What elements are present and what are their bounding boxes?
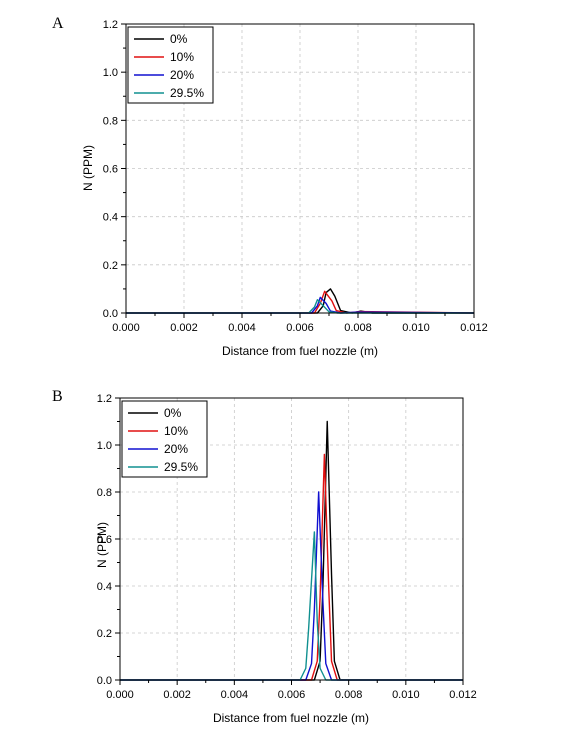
x-tick-label: 0.010 xyxy=(392,689,420,701)
y-tick-label: 0.2 xyxy=(97,628,112,640)
panel-b: B 0.000 0.002 0.004 0.006 0.008 0.010 0.0120.0… xyxy=(52,388,477,725)
legend-entry: 10% xyxy=(164,424,188,438)
x-axis-label-a: Distance from fuel nozzle (m) xyxy=(222,344,378,358)
legend-entry: 20% xyxy=(170,68,194,82)
y-tick-label: 0.0 xyxy=(103,308,118,320)
y-tick-label: 0.4 xyxy=(97,581,112,593)
y-axis-label-a: N (PPM) xyxy=(81,145,95,191)
ticks-b xyxy=(115,397,464,685)
series-group-b xyxy=(120,420,463,681)
x-tick-label: 0.006 xyxy=(278,689,306,701)
panel-letter-a: A xyxy=(52,15,64,32)
series-line-3 xyxy=(126,296,475,314)
y-tick-label: 0.0 xyxy=(97,675,112,687)
y-tick-label: 0.6 xyxy=(97,534,112,546)
x-tick-label: 0.010 xyxy=(402,322,430,334)
y-tick-label: 0.8 xyxy=(97,487,112,499)
legend-entry: 29.5% xyxy=(170,86,204,100)
x-tick-label: 0.006 xyxy=(286,322,314,334)
tick-labels-a: 0.000 0.002 0.004 0.006 0.008 0.010 0.012 0.0 0.… xyxy=(103,19,488,334)
series-line-2 xyxy=(120,453,463,681)
legend-entry: 10% xyxy=(170,50,194,64)
legend-entry: 0% xyxy=(170,32,188,46)
panel-a: A 0.000 0.002 0.004 0.006 0.008 0.010 0.0120.0… xyxy=(52,15,488,358)
panel-letter-b: B xyxy=(52,388,63,405)
y-tick-label: 1.0 xyxy=(97,440,112,452)
x-tick-label: 0.008 xyxy=(335,689,363,701)
y-tick-label: 1.0 xyxy=(103,67,118,79)
y-tick-label: 0.8 xyxy=(103,115,118,127)
y-tick-label: 1.2 xyxy=(97,393,112,405)
ticks-a xyxy=(121,23,475,318)
legend-entry: 29.5% xyxy=(164,460,198,474)
x-tick-label: 0.000 xyxy=(112,322,140,334)
grid-b xyxy=(120,398,463,680)
y-tick-label: 0.2 xyxy=(103,260,118,272)
y-tick-label: 1.2 xyxy=(103,19,118,31)
x-tick-label: 0.008 xyxy=(344,322,372,334)
x-tick-label: 0.002 xyxy=(170,322,198,334)
series-line-4 xyxy=(120,531,463,681)
legend-entry: 20% xyxy=(164,442,188,456)
legend-entry: 0% xyxy=(164,406,182,420)
tick-labels-b: 0.000 0.002 0.004 0.006 0.008 0.010 0.012 0.0 0.… xyxy=(97,393,477,701)
x-tick-label: 0.004 xyxy=(221,689,249,701)
x-axis-label-b: Distance from fuel nozzle (m) xyxy=(213,711,369,725)
x-tick-label: 0.004 xyxy=(228,322,256,334)
series-line-3 xyxy=(120,491,463,681)
legend-a: 0% 10% 20% 29.5% xyxy=(127,26,214,104)
series-line-1 xyxy=(120,420,463,681)
y-tick-label: 0.4 xyxy=(103,212,118,224)
x-tick-label: 0.012 xyxy=(449,689,477,701)
x-tick-label: 0.012 xyxy=(460,322,488,334)
y-tick-label: 0.6 xyxy=(103,164,118,176)
y-axis-label-b: N (PPM) xyxy=(95,522,109,568)
grid-a xyxy=(126,24,474,313)
x-tick-label: 0.002 xyxy=(163,689,191,701)
x-tick-label: 0.000 xyxy=(106,689,134,701)
legend-b: 0% 10% 20% 29.5% xyxy=(121,400,208,478)
